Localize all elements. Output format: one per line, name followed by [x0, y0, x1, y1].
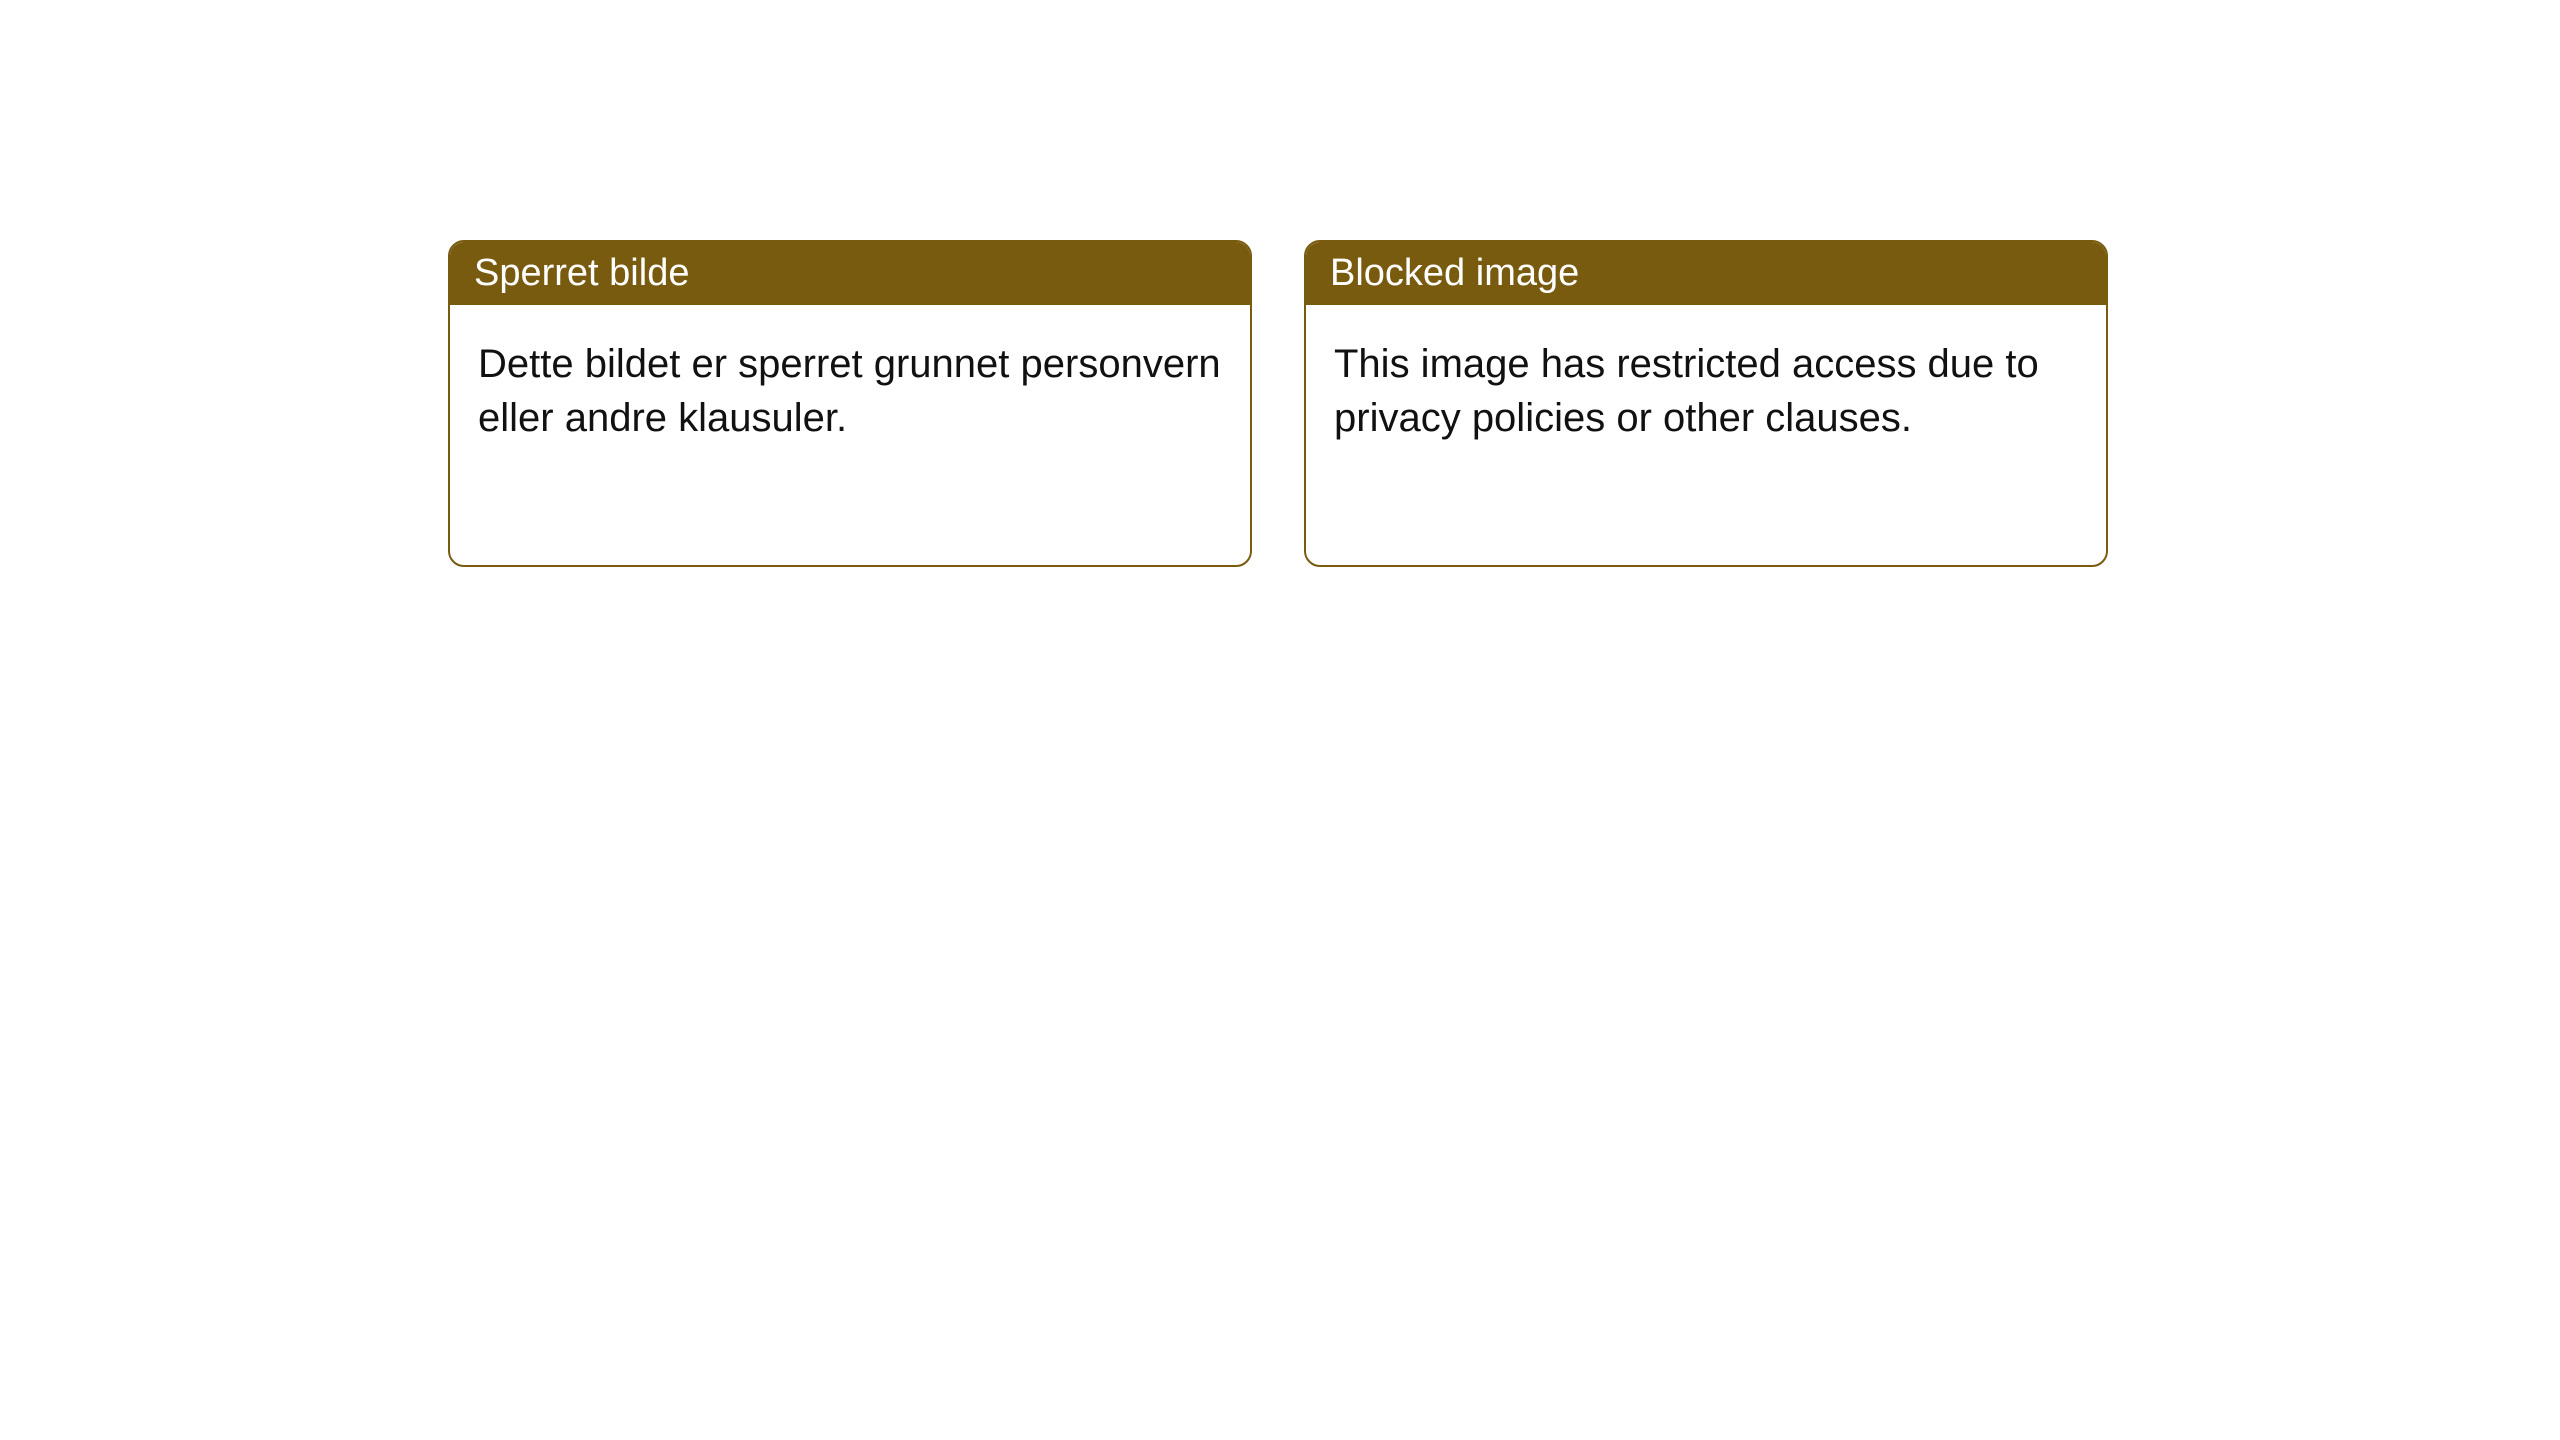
- notice-card-body-english: This image has restricted access due to …: [1306, 305, 2106, 565]
- notice-card-norwegian: Sperret bilde Dette bildet er sperret gr…: [448, 240, 1252, 567]
- notice-card-header-norwegian: Sperret bilde: [450, 242, 1250, 305]
- notice-card-header-english: Blocked image: [1306, 242, 2106, 305]
- notice-card-body-norwegian: Dette bildet er sperret grunnet personve…: [450, 305, 1250, 565]
- notice-card-english: Blocked image This image has restricted …: [1304, 240, 2108, 567]
- notice-cards-container: Sperret bilde Dette bildet er sperret gr…: [0, 0, 2560, 567]
